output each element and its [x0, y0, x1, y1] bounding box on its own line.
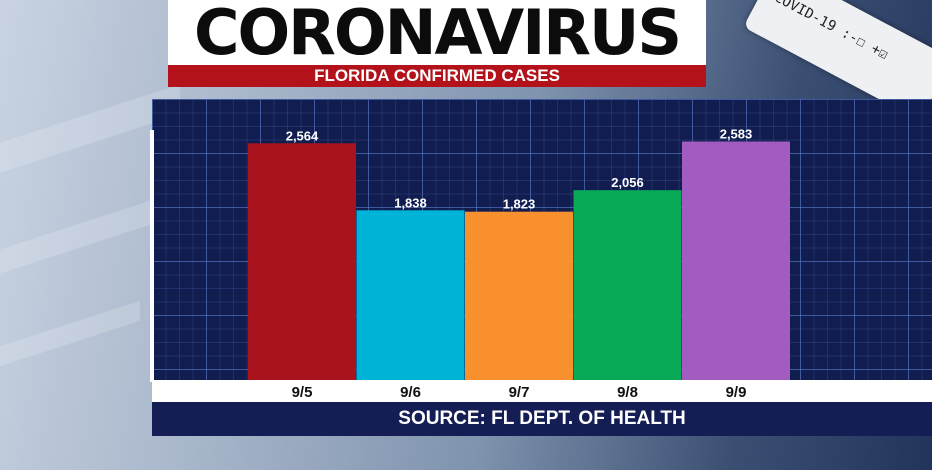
- data-label: 2,564: [286, 128, 319, 143]
- source-band: SOURCE: FL DEPT. OF HEALTH: [152, 402, 932, 436]
- data-label: 2,583: [720, 127, 753, 142]
- y-axis-line: [150, 130, 154, 382]
- x-tick-label: 9/7: [509, 384, 530, 401]
- x-tick-label: 9/8: [617, 384, 638, 401]
- x-axis-band: [152, 380, 932, 402]
- x-tick-label: 9/5: [292, 384, 313, 401]
- data-label: 2,056: [611, 175, 644, 190]
- x-tick-label: 9/6: [400, 384, 421, 401]
- bar-9-7: [465, 211, 573, 380]
- data-label: 1,838: [394, 195, 427, 210]
- bar-9-8: [573, 190, 682, 380]
- source-label: SOURCE: FL DEPT. OF HEALTH: [398, 408, 686, 429]
- x-tick-label: 9/9: [726, 384, 747, 401]
- page-subtitle: FLORIDA CONFIRMED CASES: [314, 66, 560, 85]
- page-title: CORONAVIRUS: [193, 0, 682, 69]
- bar-9-6: [356, 210, 465, 380]
- bar-9-5: [248, 143, 356, 380]
- title-banner: CORONAVIRUS: [168, 0, 706, 66]
- bar-9-9: [682, 141, 790, 380]
- data-label: 1,823: [503, 197, 536, 212]
- subtitle-banner: FLORIDA CONFIRMED CASES: [168, 65, 706, 87]
